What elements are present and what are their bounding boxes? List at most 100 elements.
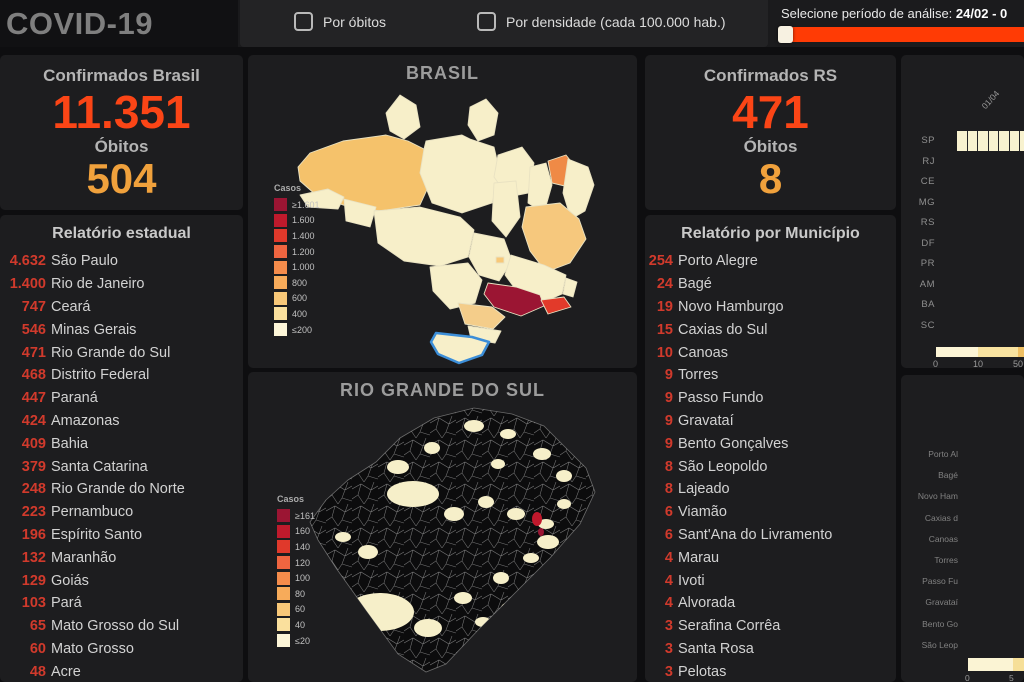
state-name: Goiás — [51, 572, 89, 589]
period-label: Selecione período de análise: — [781, 6, 953, 21]
municipality-name: Canoas — [678, 344, 728, 361]
state-piaui — [527, 162, 553, 214]
state-case-count: 409 — [21, 435, 46, 452]
legend-swatch — [274, 307, 287, 321]
legend-item: 40 — [277, 617, 315, 633]
brazil-stats-card: Confirmados Brasil 11.351 Óbitos 504 — [0, 55, 243, 210]
state-axis-label: DF — [921, 237, 935, 249]
state-report-row: 196 Espírito Santo — [0, 524, 243, 547]
state-case-count: 129 — [21, 572, 46, 589]
brazil-deaths-value: 504 — [86, 155, 157, 203]
checkbox-icon[interactable] — [477, 12, 496, 31]
rs-deaths-value: 8 — [758, 155, 783, 203]
state-case-count: 468 — [21, 367, 46, 384]
state-ne-coast — [562, 158, 595, 220]
state-name: São Paulo — [51, 253, 118, 270]
municipality-porto-alegre — [532, 512, 542, 526]
brazil-map-title: BRASIL — [406, 63, 479, 83]
state-case-count: 471 — [21, 344, 46, 361]
state-report-row: 4.632 São Paulo — [0, 250, 243, 273]
municipality-case-count: 24 — [656, 276, 673, 293]
municipality-report-row: 19 Novo Hamburgo — [645, 296, 896, 319]
state-case-count: 196 — [21, 526, 46, 543]
municipality-report-card: Relatório por Município 254 Porto Alegre… — [645, 215, 896, 682]
legend-item: ≥1.601 — [274, 197, 319, 213]
state-report-row: 48 Acre — [0, 660, 243, 682]
municipality-name: Caxias do Sul — [678, 321, 768, 338]
state-axis-label: CE — [920, 176, 935, 187]
heatmap-cell — [988, 131, 999, 151]
legend-swatch — [277, 587, 290, 601]
municipality-name: Marau — [678, 549, 720, 566]
municipality-name: Ivoti — [678, 572, 705, 589]
state-name: Mato Grosso do Sul — [51, 618, 180, 635]
municipality-case-count: 9 — [664, 435, 673, 452]
checkbox-icon[interactable] — [294, 12, 313, 31]
rs-choropleth-map[interactable] — [248, 372, 637, 682]
municipality-axis-label: Gravataí — [925, 597, 958, 608]
state-report-row: 409 Bahia — [0, 432, 243, 455]
state-tocantins — [491, 180, 521, 238]
municipality-case-count: 19 — [656, 298, 673, 315]
checkbox-por-obitos[interactable]: Por óbitos — [294, 12, 386, 31]
legend-label: ≤20 — [295, 635, 310, 646]
state-report-row: 103 Pará — [0, 592, 243, 615]
municipality-case-count: 6 — [664, 526, 673, 543]
legend-item: 140 — [277, 539, 315, 555]
legend-title: Casos — [277, 494, 305, 504]
state-name: Distrito Federal — [51, 367, 150, 384]
heatmap-cell — [999, 131, 1010, 151]
municipality-case-count: 9 — [664, 412, 673, 429]
legend-item: ≤200 — [274, 322, 319, 338]
legend-item: 800 — [274, 275, 319, 291]
scale-tick: 0 — [933, 359, 939, 368]
legend-label: ≥161 — [295, 510, 315, 521]
legend-swatch — [274, 213, 287, 227]
municipality-report-row: 254 Porto Alegre — [645, 250, 896, 273]
state-heatmap-cells — [957, 131, 1024, 151]
state-report-row: 223 Pernambuco — [0, 501, 243, 524]
state-para — [419, 134, 501, 214]
state-acre — [299, 188, 345, 210]
legend-label: 40 — [295, 619, 306, 630]
municipality-axis-label: Bagé — [938, 470, 958, 481]
legend-label: 100 — [295, 573, 311, 584]
municipality-case-count: 3 — [664, 663, 673, 680]
legend-item: 400 — [274, 306, 319, 322]
state-case-count: 223 — [21, 504, 46, 521]
legend-label: 1.000 — [292, 262, 315, 273]
municipality-name: Torres — [678, 367, 719, 384]
brazil-choropleth-map[interactable] — [248, 55, 637, 368]
legend-label: 140 — [295, 541, 311, 552]
legend-item: 120 — [277, 555, 315, 571]
municipality-name: Porto Alegre — [678, 253, 758, 270]
state-report-row: 379 Santa Catarina — [0, 455, 243, 478]
legend-swatch — [277, 540, 290, 554]
state-axis-label: MG — [918, 196, 935, 208]
municipality-name: Viamão — [678, 504, 727, 521]
state-name: Mato Grosso — [51, 640, 134, 657]
checkbox-por-densidade[interactable]: Por densidade (cada 100.000 hab.) — [477, 12, 726, 31]
municipality-name: Lajeado — [678, 481, 730, 498]
state-report-row: 60 Mato Grosso — [0, 638, 243, 661]
municipality-case-count: 4 — [664, 595, 673, 612]
municipality-name: Santa Rosa — [678, 640, 754, 657]
municipality-report-row: 24 Bagé — [645, 273, 896, 296]
period-text: Selecione período de análise: 24/02 - 0 — [781, 6, 1024, 21]
period-selector: Selecione período de análise: 24/02 - 0 — [770, 0, 1024, 47]
state-espirito-santo — [562, 277, 578, 298]
municipality-heatmap-colorscale — [968, 658, 1024, 671]
municipality-case-count: 4 — [664, 549, 673, 566]
state-heatmap-axis: SP RJ CE MG RS DF PR AM BA SC — [901, 131, 935, 336]
slider-handle[interactable] — [778, 26, 793, 43]
state-case-count: 1.400 — [9, 276, 46, 293]
state-name: Paraná — [51, 390, 98, 407]
municipality-axis-label: Novo Ham — [917, 491, 958, 502]
municipality-axis-label: Canoas — [928, 533, 958, 544]
state-rio-de-janeiro — [540, 296, 572, 315]
municipality-case-count: 3 — [664, 640, 673, 657]
state-name: Rio Grande do Norte — [51, 481, 185, 498]
period-slider[interactable] — [778, 26, 1024, 43]
municipality-report-row: 8 Lajeado — [645, 478, 896, 501]
